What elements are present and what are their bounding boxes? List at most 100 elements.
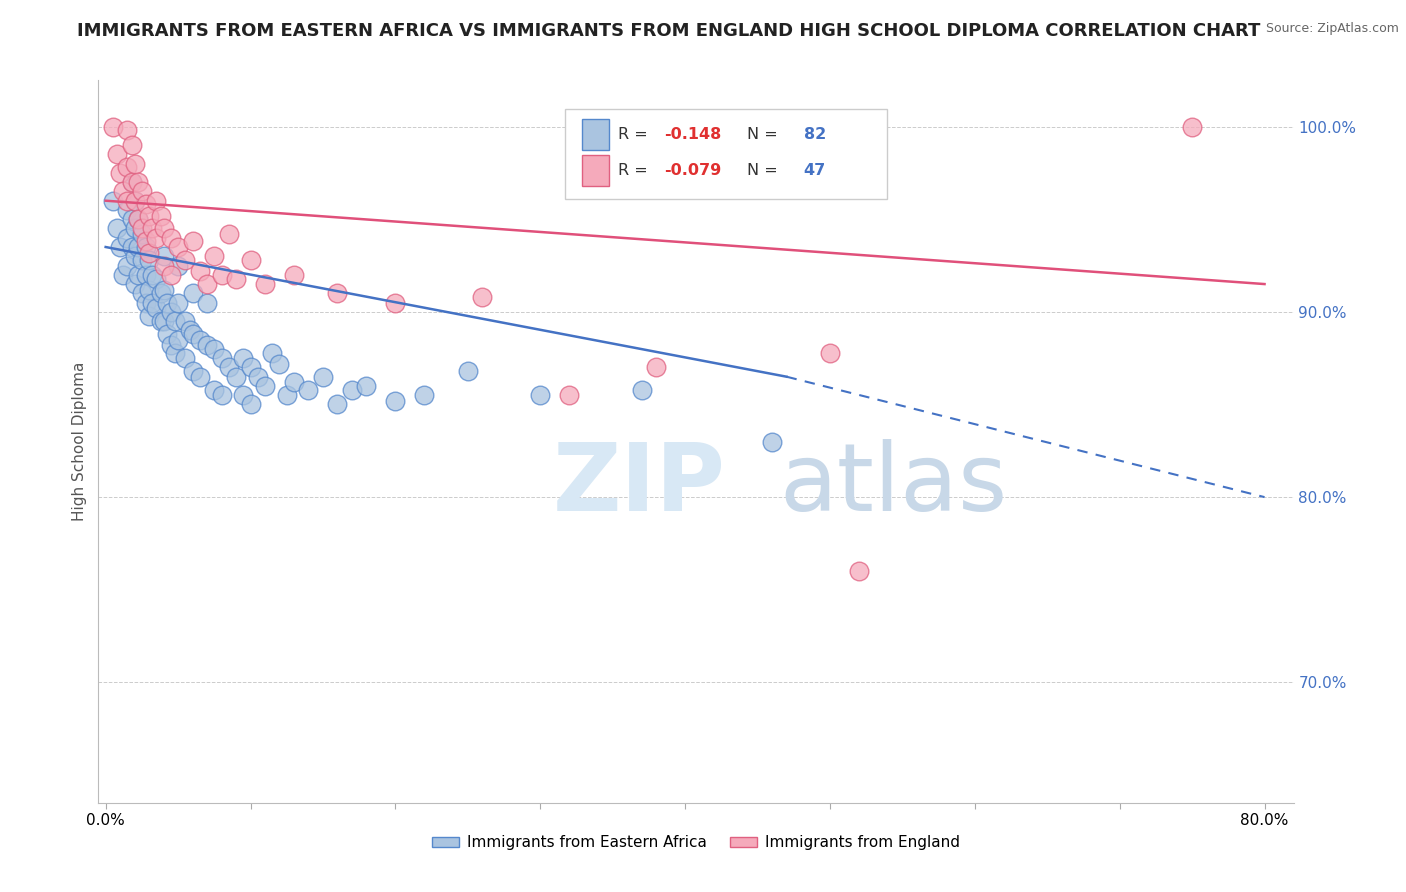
Point — [149, 209, 172, 223]
Point — [167, 240, 190, 254]
Point — [202, 342, 225, 356]
Point — [117, 259, 139, 273]
Point — [818, 345, 841, 359]
Point — [630, 383, 652, 397]
Point — [202, 383, 225, 397]
Point — [174, 351, 197, 366]
Point — [131, 252, 153, 267]
Text: IMMIGRANTS FROM EASTERN AFRICA VS IMMIGRANTS FROM ENGLAND HIGH SCHOOL DIPLOMA CO: IMMIGRANTS FROM EASTERN AFRICA VS IMMIGR… — [77, 22, 1261, 40]
Point — [155, 295, 177, 310]
Point — [141, 295, 163, 310]
Point — [112, 185, 135, 199]
Point — [312, 369, 335, 384]
Point — [108, 240, 131, 254]
Point — [181, 364, 204, 378]
Point — [152, 314, 174, 328]
Point — [135, 240, 157, 254]
Point — [145, 231, 167, 245]
Point — [112, 268, 135, 282]
Point — [117, 194, 139, 208]
Point — [152, 259, 174, 273]
Point — [101, 120, 124, 134]
Point — [457, 364, 479, 378]
Point — [188, 333, 211, 347]
Point — [356, 379, 378, 393]
Point — [105, 147, 128, 161]
Point — [225, 271, 247, 285]
Point — [124, 156, 146, 170]
Point — [160, 231, 183, 245]
Point — [195, 277, 218, 291]
Point — [262, 345, 284, 359]
Point — [471, 290, 494, 304]
Point — [127, 240, 149, 254]
Point — [127, 212, 149, 227]
Point — [232, 388, 254, 402]
Text: 82: 82 — [804, 127, 825, 142]
Point — [121, 138, 143, 153]
Point — [121, 212, 143, 227]
Point — [253, 379, 276, 393]
FancyBboxPatch shape — [565, 109, 887, 200]
Point — [225, 369, 247, 384]
Text: R =: R = — [619, 163, 654, 178]
Text: Source: ZipAtlas.com: Source: ZipAtlas.com — [1265, 22, 1399, 36]
Point — [232, 351, 254, 366]
Point — [135, 295, 157, 310]
Point — [761, 434, 783, 449]
Text: N =: N = — [748, 127, 783, 142]
Point — [138, 245, 160, 260]
Point — [131, 227, 153, 241]
Legend: Immigrants from Eastern Africa, Immigrants from England: Immigrants from Eastern Africa, Immigran… — [426, 830, 966, 856]
Bar — [582, 155, 609, 186]
Point — [384, 393, 406, 408]
Text: atlas: atlas — [779, 439, 1008, 531]
Point — [105, 221, 128, 235]
Text: -0.079: -0.079 — [664, 163, 721, 178]
Point — [135, 197, 157, 211]
Point — [195, 338, 218, 352]
Point — [127, 175, 149, 189]
Point — [181, 327, 204, 342]
Point — [529, 388, 551, 402]
Point — [174, 252, 197, 267]
Point — [141, 268, 163, 282]
Point — [188, 264, 211, 278]
Point — [138, 252, 160, 267]
Point — [181, 235, 204, 249]
Point — [326, 397, 349, 411]
Point — [848, 564, 870, 578]
Point — [160, 305, 183, 319]
Point — [160, 268, 183, 282]
Point — [269, 357, 291, 371]
Point — [181, 286, 204, 301]
Point — [165, 345, 187, 359]
Point — [283, 268, 305, 282]
Point — [117, 202, 139, 217]
Point — [135, 268, 157, 282]
Point — [135, 235, 157, 249]
Point — [121, 175, 143, 189]
Point — [121, 240, 143, 254]
Point — [645, 360, 668, 375]
Point — [124, 194, 146, 208]
Point — [117, 123, 139, 137]
Point — [138, 209, 160, 223]
Point — [340, 383, 363, 397]
Point — [108, 166, 131, 180]
Text: N =: N = — [748, 163, 783, 178]
Point — [149, 314, 172, 328]
Point — [413, 388, 436, 402]
Point — [167, 295, 190, 310]
Point — [195, 295, 218, 310]
Point — [138, 283, 160, 297]
Point — [167, 259, 190, 273]
Point — [145, 271, 167, 285]
Point — [179, 323, 201, 337]
Point — [152, 221, 174, 235]
Point — [124, 221, 146, 235]
Point — [211, 268, 233, 282]
Point — [211, 388, 233, 402]
Point — [127, 212, 149, 227]
Point — [155, 327, 177, 342]
